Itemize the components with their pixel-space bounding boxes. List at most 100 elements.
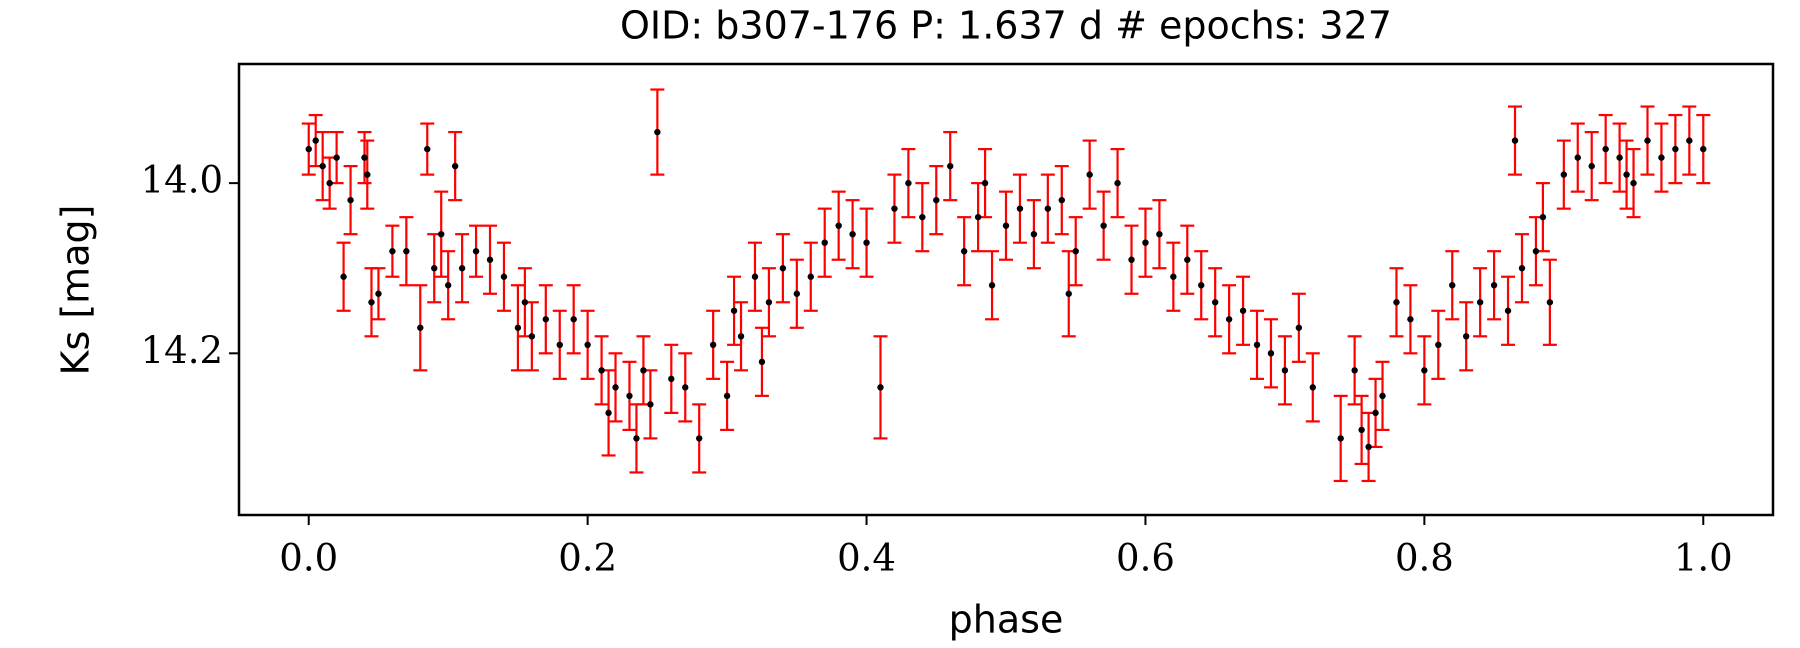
data-point bbox=[1170, 273, 1177, 280]
data-point bbox=[347, 196, 354, 204]
data-point bbox=[514, 324, 522, 331]
data-point bbox=[1337, 435, 1344, 442]
data-point bbox=[1016, 205, 1024, 212]
x-tick-label: 1.0 bbox=[1674, 537, 1733, 580]
data-point bbox=[458, 265, 466, 272]
data-point bbox=[1030, 230, 1038, 238]
data-point bbox=[1072, 248, 1079, 255]
data-point bbox=[1358, 426, 1365, 434]
data-point bbox=[737, 333, 745, 340]
data-point bbox=[305, 145, 312, 153]
data-point bbox=[1114, 179, 1121, 187]
data-point bbox=[974, 213, 982, 221]
data-point bbox=[1365, 443, 1372, 451]
data-point bbox=[1504, 307, 1512, 314]
data-point bbox=[364, 171, 371, 178]
data-point bbox=[1602, 145, 1609, 153]
data-point bbox=[1700, 145, 1707, 153]
data-point bbox=[891, 205, 898, 212]
data-point bbox=[1407, 316, 1414, 323]
data-point bbox=[403, 248, 410, 255]
data-point bbox=[988, 282, 996, 289]
x-tick-label: 0.8 bbox=[1395, 537, 1454, 580]
data-point bbox=[807, 273, 814, 280]
data-point bbox=[1658, 154, 1665, 161]
data-point bbox=[654, 128, 661, 136]
x-tick-label: 0.0 bbox=[279, 537, 338, 580]
data-point bbox=[1267, 350, 1275, 357]
data-point bbox=[947, 162, 954, 170]
axes-frame bbox=[237, 62, 1775, 517]
data-point bbox=[1281, 367, 1289, 374]
data-point bbox=[361, 154, 368, 161]
data-point bbox=[960, 248, 968, 255]
data-point bbox=[1058, 196, 1065, 204]
data-point bbox=[424, 145, 431, 153]
y-axis-label: Ks [mag] bbox=[54, 205, 98, 376]
data-point bbox=[1518, 265, 1526, 272]
data-point bbox=[877, 384, 884, 391]
data-point bbox=[500, 273, 508, 280]
data-point bbox=[1225, 316, 1233, 323]
data-point bbox=[1198, 282, 1205, 289]
data-point bbox=[1630, 179, 1637, 187]
data-point bbox=[368, 299, 375, 306]
x-tick-label: 0.6 bbox=[1116, 537, 1175, 580]
data-point bbox=[417, 324, 424, 331]
x-tick-label: 0.4 bbox=[837, 537, 896, 580]
data-point bbox=[793, 290, 801, 297]
data-point bbox=[1686, 137, 1693, 144]
data-point bbox=[326, 179, 333, 187]
data-point bbox=[1211, 299, 1219, 306]
data-point bbox=[849, 230, 856, 238]
data-point bbox=[835, 222, 842, 229]
data-point bbox=[605, 409, 612, 417]
data-point bbox=[598, 367, 605, 374]
data-point bbox=[640, 367, 647, 374]
data-point bbox=[1002, 222, 1010, 229]
data-point bbox=[668, 375, 675, 383]
data-point bbox=[472, 248, 480, 255]
data-point bbox=[1463, 333, 1470, 340]
data-point bbox=[1351, 367, 1358, 374]
data-point bbox=[1490, 282, 1498, 289]
data-point bbox=[682, 384, 689, 391]
data-point bbox=[521, 299, 529, 306]
data-point bbox=[1239, 307, 1247, 314]
data-point bbox=[444, 282, 452, 289]
data-point bbox=[1476, 299, 1484, 306]
data-point bbox=[389, 248, 396, 255]
y-tick-label: 14.0 bbox=[141, 159, 223, 202]
plot-area bbox=[301, 88, 1711, 483]
data-point bbox=[1142, 239, 1149, 246]
data-point bbox=[905, 179, 912, 187]
x-axis-label: phase bbox=[949, 598, 1064, 642]
data-point bbox=[438, 230, 445, 238]
data-point bbox=[340, 273, 347, 280]
data-point bbox=[633, 435, 640, 442]
data-point bbox=[626, 392, 633, 400]
data-point bbox=[1309, 384, 1317, 391]
data-point bbox=[1449, 282, 1456, 289]
data-point bbox=[1511, 137, 1519, 144]
data-point bbox=[981, 179, 989, 187]
data-point bbox=[1156, 230, 1163, 238]
data-point bbox=[1623, 171, 1630, 178]
data-point bbox=[1574, 154, 1581, 161]
data-point bbox=[1184, 256, 1191, 263]
data-point bbox=[1393, 299, 1400, 306]
data-point bbox=[1644, 137, 1651, 144]
data-point bbox=[919, 213, 926, 221]
data-point bbox=[1100, 222, 1107, 229]
data-point bbox=[696, 435, 703, 442]
data-point bbox=[1546, 299, 1554, 306]
data-point bbox=[1128, 256, 1135, 263]
data-point bbox=[542, 316, 549, 323]
data-point bbox=[779, 265, 787, 272]
data-point bbox=[1372, 409, 1379, 417]
data-point bbox=[863, 239, 870, 246]
data-point bbox=[333, 154, 340, 161]
data-point bbox=[1379, 392, 1386, 400]
data-point bbox=[1435, 341, 1442, 349]
